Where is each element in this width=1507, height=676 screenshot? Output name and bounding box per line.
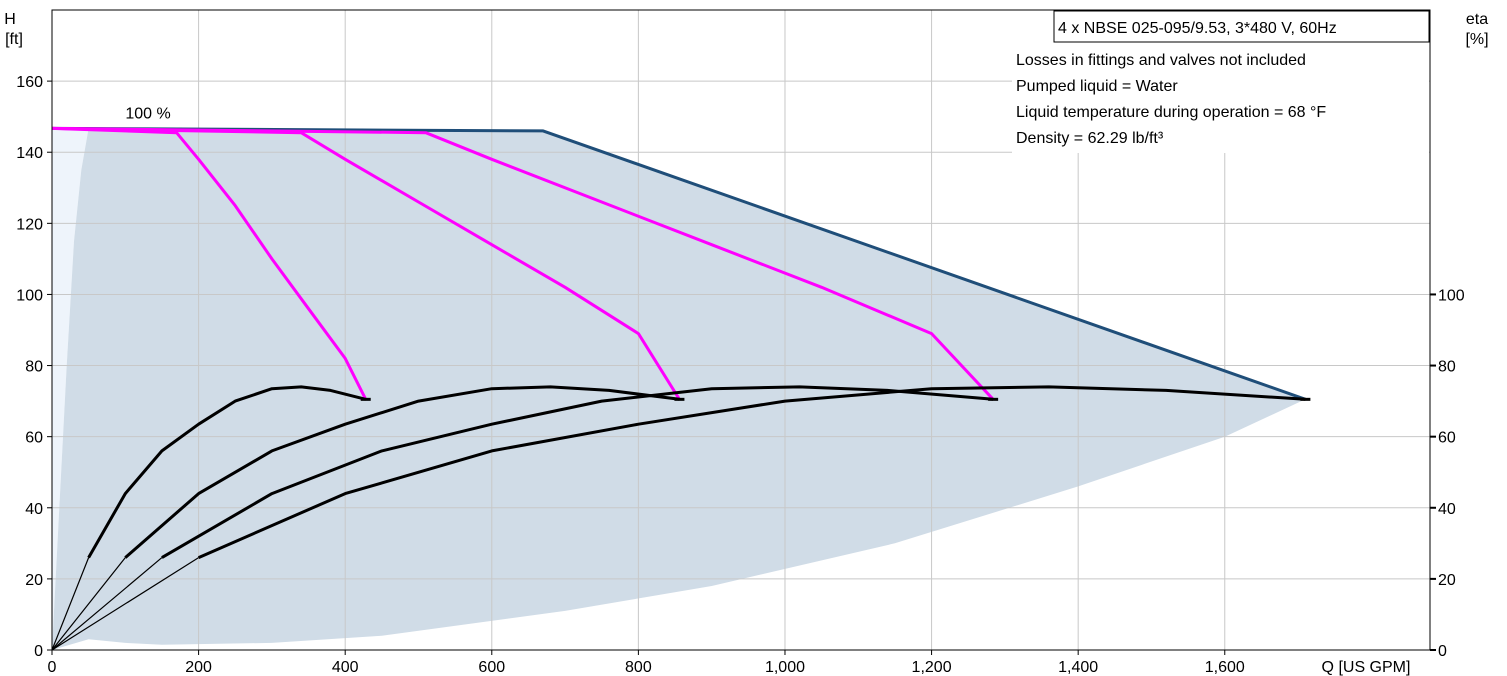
eta-tick-label: 60 — [1438, 430, 1456, 447]
low-flow-region — [52, 128, 89, 650]
note-losses: Losses in fittings and valves not includ… — [1016, 52, 1306, 69]
eta-curve — [197, 385, 1306, 559]
eta-curve-start — [51, 557, 163, 651]
eta-curve-start — [51, 557, 126, 651]
y-axis-label-h: H — [4, 11, 16, 28]
x-tick-label: 600 — [478, 659, 505, 676]
eta-tick-label: 20 — [1438, 572, 1456, 589]
head-curve — [51, 126, 995, 401]
x-tick-label: 1,600 — [1205, 659, 1245, 676]
eta-curve — [87, 385, 367, 559]
title-box — [1053, 10, 1430, 43]
y-tick-label: 120 — [16, 216, 43, 233]
eta-curve-start — [51, 557, 90, 651]
head-curve — [51, 126, 681, 401]
y-tick-label: 0 — [34, 643, 43, 660]
speed-label: 100 % — [125, 105, 170, 122]
plot-frame — [51, 9, 1431, 651]
axes — [51, 9, 1431, 651]
eta-curve — [124, 385, 680, 559]
y-tick-label: 140 — [16, 145, 43, 162]
eta-tick-label: 0 — [1438, 643, 1447, 660]
y-tick-label: 100 — [16, 287, 43, 304]
y-tick-label: 160 — [16, 74, 43, 91]
x-axis-label: Q [US GPM] — [1322, 659, 1411, 676]
x-tick-label: 800 — [625, 659, 652, 676]
x-tick-label: 1,200 — [912, 659, 952, 676]
eta-tick-label: 100 — [1438, 287, 1465, 304]
curves — [51, 126, 1311, 651]
eta-curve-start — [51, 557, 199, 651]
operating-envelope — [52, 128, 1306, 650]
grid — [52, 10, 1430, 650]
chart-title: 4 x NBSE 025-095/9.53, 3*480 V, 60Hz — [1058, 20, 1337, 37]
x-tick-label: 1,000 — [765, 659, 805, 676]
x-tick-label: 0 — [48, 659, 57, 676]
x-tick-label: 200 — [185, 659, 212, 676]
eta-axis-label-unit: [%] — [1465, 31, 1488, 48]
tick-labels: 0 200 400 600 800 1,000 1,200 1,400 1,6000204060… — [16, 74, 1465, 676]
envelope-fill — [52, 128, 1306, 650]
y-tick-label: 80 — [25, 359, 43, 376]
y-tick-label: 20 — [25, 572, 43, 589]
x-tick-label: 1,400 — [1058, 659, 1098, 676]
y-tick-label: 60 — [25, 430, 43, 447]
y-axis-label-unit: [ft] — [5, 31, 23, 48]
note-density: Density = 62.29 lb/ft³ — [1016, 130, 1164, 147]
head-curve — [51, 126, 368, 400]
x-tick-label: 400 — [332, 659, 359, 676]
y-tick-label: 40 — [25, 501, 43, 518]
eta-axis-label: eta — [1466, 11, 1488, 28]
note-liquid: Pumped liquid = Water — [1016, 78, 1178, 95]
eta-tick-label: 80 — [1438, 359, 1456, 376]
eta-curve — [161, 385, 994, 559]
eta-tick-label: 40 — [1438, 501, 1456, 518]
note-temperature: Liquid temperature during operation = 68… — [1016, 104, 1326, 121]
